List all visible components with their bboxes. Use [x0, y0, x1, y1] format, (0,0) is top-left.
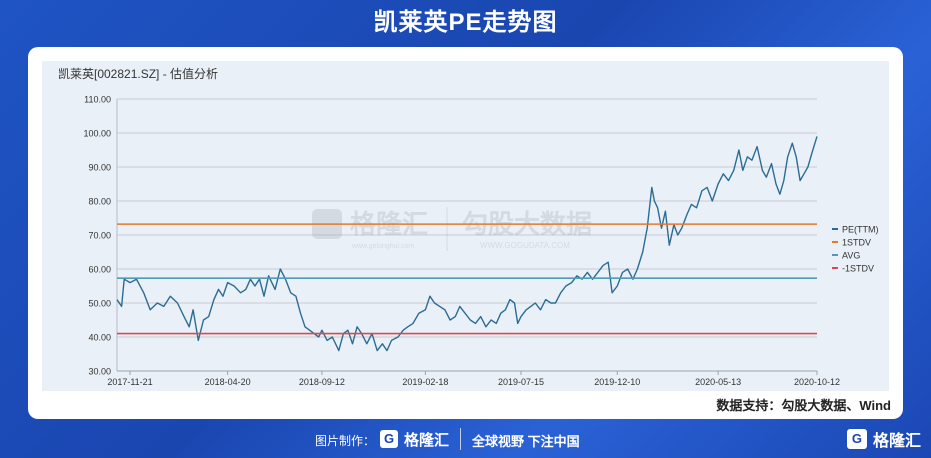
legend-label: 1STDV: [842, 238, 871, 248]
watermark: 格隆汇 www.gelonghui.com 勾股大数据 WWW.GOGUDATA…: [312, 207, 592, 251]
gelonghui-logo-icon: G: [380, 430, 398, 448]
legend-label: -1STDV: [842, 264, 874, 274]
footer: 图片制作： G 格隆汇 全球视野 下注中国: [0, 424, 931, 454]
y-tick-label: 100.00: [83, 129, 111, 139]
data-source-note: 数据支持：勾股大数据、Wind: [716, 398, 891, 413]
x-tick-label: 2018-09-12: [299, 377, 345, 387]
y-axis-ticks: 30.00 40.00 50.00 60.00 70.00 80.00 90.00 100.0…: [83, 95, 111, 377]
series: [116, 136, 818, 352]
y-tick-label: 110.00: [84, 95, 111, 105]
legend-item: 1STDV: [832, 238, 871, 248]
legend-label: AVG: [842, 251, 860, 261]
corner-logo-icon: G: [846, 429, 867, 449]
x-tick-label: 2018-04-20: [205, 377, 251, 387]
legend-item: PE(TTM): [832, 225, 879, 235]
gogudata-watermark-url: WWW.GOGUDATA.COM: [480, 241, 570, 250]
grid-lines: [116, 98, 817, 372]
chart-panel: 凯莱英[002821.SZ] - 估值分析 格隆汇 www.gelonghui.…: [42, 61, 889, 391]
page-title: 凯莱英PE走势图: [373, 9, 558, 36]
chart-title: 凯莱英[002821.SZ] - 估值分析: [58, 67, 219, 81]
legend-item: AVG: [832, 251, 860, 261]
legend-item: -1STDV: [832, 264, 874, 274]
footer-divider: [460, 428, 461, 450]
chart-card: 凯莱英[002821.SZ] - 估值分析 格隆汇 www.gelonghui.…: [28, 47, 903, 419]
x-tick-label: 2017-11-21: [107, 377, 152, 387]
y-tick-label: 40.00: [88, 333, 111, 343]
corner-logo-name: 格隆汇: [872, 433, 921, 450]
x-tick-label: 2020-05-13: [695, 377, 741, 387]
footer-logo: G 格隆汇: [380, 427, 449, 451]
x-tick-label: 2020-10-12: [794, 377, 840, 387]
footer-slogan: 全球视野 下注中国: [472, 434, 580, 449]
footer-logo-name: 格隆汇: [404, 431, 450, 449]
gelonghui-watermark-url: www.gelonghui.com: [351, 243, 414, 250]
y-tick-label: 90.00: [88, 163, 111, 173]
legend: PE(TTM) 1STDV AVG -1STDV: [832, 225, 879, 274]
footer-credit: 图片制作：: [315, 434, 376, 448]
y-tick-label: 50.00: [88, 299, 111, 309]
x-axis-ticks: 2017-11-21 2018-04-20 2018-09-12 2019-02-18…: [107, 371, 840, 387]
x-tick-label: 2019-12-10: [594, 377, 640, 387]
y-tick-label: 70.00: [88, 231, 111, 241]
y-tick-label: 80.00: [88, 197, 111, 207]
corner-logo: G 格隆汇: [846, 427, 921, 451]
x-tick-label: 2019-07-15: [498, 377, 544, 387]
y-tick-label: 60.00: [88, 265, 111, 275]
x-tick-label: 2019-02-18: [402, 377, 448, 387]
series-line-pe-ttm: [116, 136, 818, 352]
legend-label: PE(TTM): [842, 225, 879, 235]
y-tick-label: 30.00: [88, 367, 111, 377]
pe-chart: 格隆汇 www.gelonghui.com 勾股大数据 WWW.GOGUDATA…: [83, 95, 879, 388]
